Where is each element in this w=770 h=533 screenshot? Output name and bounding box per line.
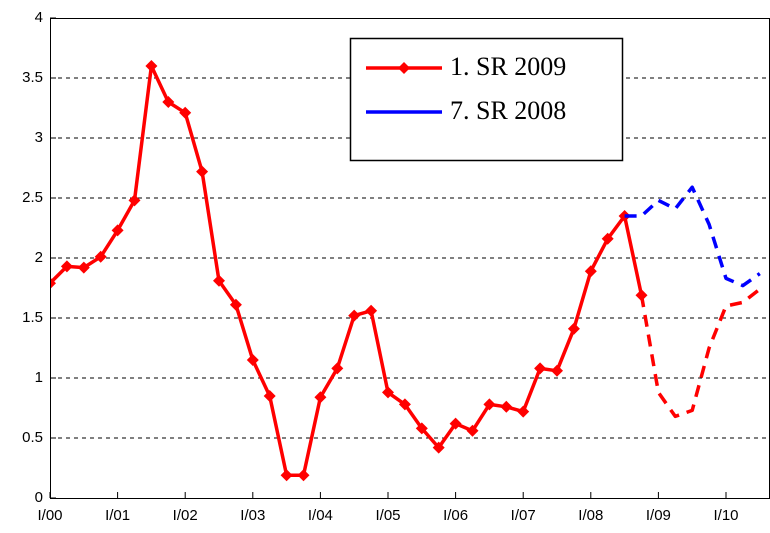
- marker: [449, 417, 462, 430]
- legend: 1. SR 2009 7. SR 2008: [349, 37, 624, 162]
- marker: [280, 469, 293, 482]
- y-tick-label: 3.5: [22, 69, 43, 86]
- x-tick-label: I/05: [375, 507, 400, 524]
- legend-label: 1. SR 2009: [450, 52, 566, 81]
- marker: [483, 398, 496, 411]
- marker: [60, 260, 73, 273]
- x-tick-label: I/06: [443, 507, 468, 524]
- marker: [348, 309, 361, 322]
- y-tick-label: 4: [35, 9, 43, 26]
- marker: [213, 274, 225, 287]
- marker: [534, 362, 547, 375]
- x-tick-label: I/09: [646, 507, 671, 524]
- y-tick-label: 0.5: [22, 429, 43, 446]
- axes: 0 0.5 1 1.5 2 2.5 3 3.5 4 I/00 I/01 I/02 I/03 I/04 I/0…: [22, 9, 738, 524]
- y-tick-label: 2: [35, 249, 43, 266]
- marker: [50, 277, 56, 290]
- x-tick-label: I/02: [173, 507, 198, 524]
- marker: [382, 386, 394, 399]
- marker: [297, 469, 310, 482]
- marker: [635, 289, 648, 302]
- marker: [331, 362, 344, 375]
- x-tick-label: I/10: [713, 507, 738, 524]
- marker: [145, 60, 158, 72]
- marker: [77, 261, 90, 274]
- marker: [500, 400, 513, 413]
- marker: [111, 224, 124, 237]
- legend-label: 7. SR 2008: [450, 96, 566, 125]
- marker: [517, 405, 530, 418]
- y-tick-label: 1.5: [22, 309, 43, 326]
- marker: [229, 298, 242, 311]
- y-tick-label: 0: [35, 489, 43, 506]
- marker: [601, 232, 614, 245]
- marker: [398, 398, 411, 411]
- x-tick-label: I/01: [105, 507, 130, 524]
- y-tick-label: 2.5: [22, 189, 43, 206]
- forecast-line: [639, 287, 761, 419]
- legend-box: [349, 37, 624, 162]
- x-tick-label: I/00: [37, 507, 62, 524]
- marker: [263, 390, 276, 402]
- y-tick-label: 1: [35, 369, 43, 386]
- marker: [179, 106, 192, 119]
- marker: [314, 391, 327, 404]
- marker: [567, 322, 580, 335]
- marker: [584, 265, 597, 278]
- x-tick-label: I/07: [511, 507, 536, 524]
- marker: [162, 96, 175, 108]
- marker: [128, 194, 141, 207]
- legend-marker: [398, 62, 410, 74]
- marker: [432, 441, 445, 454]
- plot-lines: [50, 60, 761, 482]
- marker: [246, 354, 259, 366]
- marker: [365, 304, 378, 317]
- marker: [196, 165, 209, 178]
- marker: [551, 364, 563, 377]
- marker: [94, 250, 107, 263]
- x-tick-label: I/04: [308, 507, 333, 524]
- marker: [415, 422, 428, 435]
- forecast-line: [624, 185, 761, 288]
- x-tick-label: I/03: [240, 507, 265, 524]
- y-tick-label: 3: [35, 129, 43, 146]
- x-tick-label: I/08: [578, 507, 603, 524]
- marker: [466, 424, 479, 437]
